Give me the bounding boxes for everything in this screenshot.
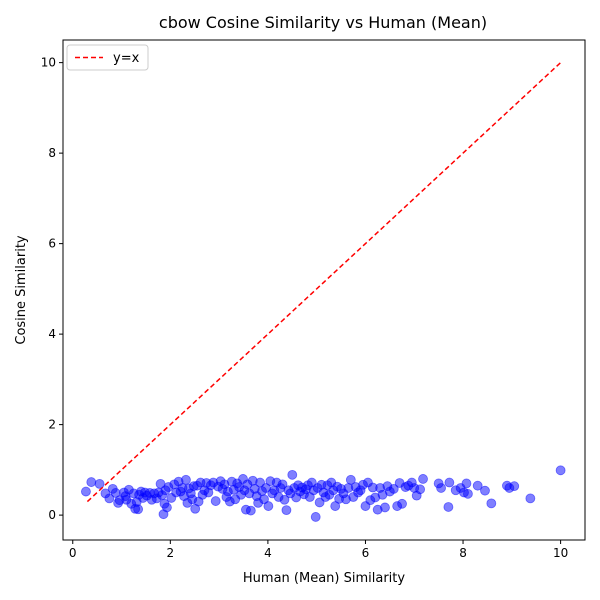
data-point <box>245 505 256 516</box>
data-point <box>418 474 428 484</box>
data-point <box>380 502 390 513</box>
data-point <box>104 493 115 504</box>
x-tick-label: 2 <box>167 546 175 560</box>
data-point <box>259 494 269 505</box>
y-tick-label: 10 <box>41 56 56 70</box>
data-point <box>463 488 473 499</box>
data-point <box>415 484 426 495</box>
data-point <box>443 502 454 512</box>
y-tick-label: 0 <box>48 508 56 522</box>
y-axis-label: Cosine Similarity <box>14 235 29 345</box>
plot-area <box>81 62 566 522</box>
data-point <box>281 505 292 516</box>
y-tick-label: 8 <box>48 146 56 160</box>
data-point <box>133 504 144 515</box>
x-tick-label: 6 <box>362 546 370 560</box>
data-point <box>525 493 536 504</box>
y-tick-label: 4 <box>48 327 56 341</box>
data-point <box>345 474 356 485</box>
x-tick-label: 8 <box>459 546 467 560</box>
data-point <box>436 483 446 493</box>
legend: y=x <box>66 44 149 71</box>
data-point <box>279 494 290 505</box>
data-point <box>277 479 288 490</box>
axes-frame <box>62 39 586 541</box>
data-point <box>480 485 490 496</box>
data-point <box>263 501 274 511</box>
data-point <box>287 469 298 480</box>
data-point <box>162 502 172 513</box>
data-point <box>555 465 566 476</box>
legend-box <box>66 44 149 71</box>
data-point <box>486 498 497 509</box>
reference-line <box>86 62 562 503</box>
data-point <box>397 498 407 509</box>
x-tick-label: 10 <box>553 546 568 560</box>
y-tick-label: 6 <box>48 237 56 251</box>
data-point <box>472 480 483 491</box>
legend-label: y=x <box>113 51 140 66</box>
x-tick-label: 0 <box>69 546 77 560</box>
x-axis-label: Human (Mean) Similarity <box>243 571 405 586</box>
x-axis-ticks: 0 2 4 6 8 10 <box>69 540 568 560</box>
y-tick-label: 2 <box>48 418 56 432</box>
data-points <box>81 465 566 522</box>
data-point <box>86 477 97 487</box>
reference-line-group <box>86 62 562 503</box>
x-tick-label: 4 <box>264 546 272 560</box>
data-point <box>310 512 321 522</box>
chart-title: cbow Cosine Similarity vs Human (Mean) <box>159 13 487 32</box>
data-point <box>444 477 455 488</box>
y-axis-ticks: 0 2 4 6 8 10 <box>41 56 63 522</box>
data-point <box>461 478 472 489</box>
data-point <box>181 474 191 485</box>
data-point <box>81 486 91 497</box>
data-point <box>388 483 399 494</box>
data-point <box>210 496 221 506</box>
data-point <box>509 481 520 492</box>
data-point <box>94 478 105 489</box>
